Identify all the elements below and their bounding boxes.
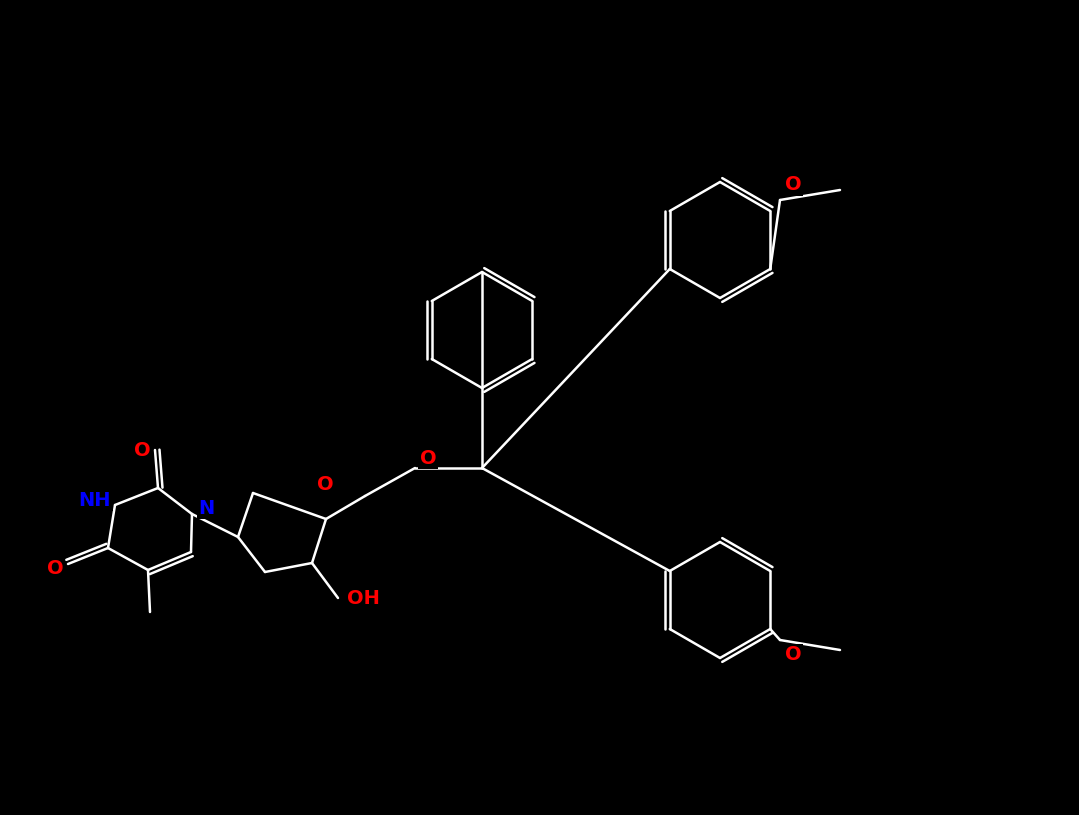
Text: O: O [46, 560, 64, 579]
Text: OH: OH [346, 588, 380, 607]
Text: O: O [134, 440, 150, 460]
Text: O: O [784, 175, 802, 195]
Text: O: O [420, 448, 436, 468]
Text: N: N [197, 499, 214, 518]
Text: O: O [317, 475, 333, 495]
Text: O: O [784, 645, 802, 664]
Text: NH: NH [79, 491, 111, 509]
